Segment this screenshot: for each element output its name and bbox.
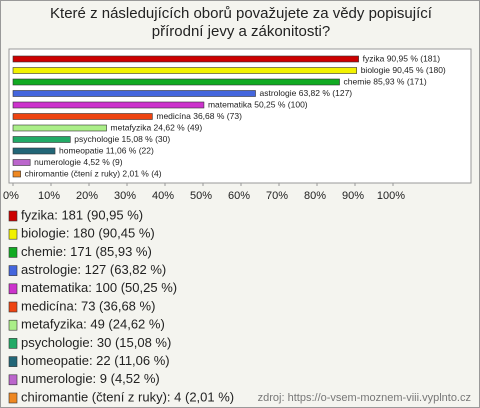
- legend-label: chiromantie (čtení z ruky): 4 (2,01 %): [21, 389, 234, 404]
- bar: [12, 101, 205, 109]
- bar: [12, 113, 153, 120]
- bar: [12, 55, 359, 63]
- bar: [12, 124, 107, 132]
- legend-label: medicína: 73 (36,68 %): [21, 298, 155, 313]
- legend-label: numerologie: 9 (4,52 %): [21, 371, 160, 386]
- bar: [12, 170, 21, 178]
- x-tick-label: 70%: [266, 190, 288, 202]
- value-label: chemie 85,93 % (171): [344, 76, 427, 86]
- legend-label: homeopatie: 22 (11,06 %): [21, 353, 170, 368]
- value-label: medicína 36,68 % (73): [156, 111, 242, 121]
- x-tick-label: 20%: [76, 190, 98, 202]
- legend-swatch: [8, 319, 18, 331]
- value-label: matematika 50,25 % (100): [208, 99, 308, 109]
- x-tick-label: 100%: [377, 190, 405, 202]
- legend-swatch: [8, 301, 18, 313]
- legend-swatch: [8, 338, 18, 349]
- legend-swatch: [8, 392, 18, 404]
- x-tick-label: 60%: [228, 190, 250, 202]
- legend-swatch: [8, 265, 18, 276]
- value-label: metafyzika 24,62 % (49): [111, 122, 203, 132]
- legend-label: biologie: 180 (90,45 %): [21, 226, 155, 241]
- x-tick-label: 30%: [114, 190, 136, 202]
- value-label: biologie 90,45 % (180): [361, 65, 446, 75]
- legend-label: fyzika: 181 (90,95 %): [21, 207, 143, 222]
- value-label: numerologie 4,52 % (9): [34, 157, 123, 167]
- bar: [12, 67, 358, 74]
- x-tick-label: 10%: [38, 190, 60, 202]
- bar: [12, 78, 340, 86]
- legend-swatch: [8, 283, 18, 295]
- legend-swatch: [8, 356, 18, 367]
- x-tick-label: 40%: [152, 190, 174, 202]
- legend-swatch: [8, 228, 18, 240]
- bar: [12, 159, 31, 166]
- bar: [12, 90, 256, 97]
- source: zdroj: https://o-vsem-moznem-viii.vyplnt…: [258, 392, 471, 404]
- legend-swatch: [8, 210, 18, 222]
- legend-swatch: [8, 247, 18, 258]
- value-label: astrologie 63,82 % (127): [260, 88, 353, 98]
- value-label: chiromantie (čtení z ruky) 2,01 % (4): [25, 168, 162, 178]
- value-label: homeopatie 11,06 % (22): [59, 145, 154, 155]
- legend-label: chemie: 171 (85,93 %): [21, 244, 152, 259]
- bar: [12, 136, 71, 143]
- value-label: psychologie 15,08 % (30): [74, 134, 170, 144]
- bar: [12, 147, 56, 155]
- value-label: fyzika 90,95 % (181): [363, 53, 441, 63]
- legend-label: psychologie: 30 (15,08 %): [21, 335, 171, 350]
- x-tick-label: 90%: [342, 190, 364, 202]
- chart-title: Které z následujících oborů považujete z…: [50, 5, 432, 40]
- legend-label: astrologie: 127 (63,82 %): [21, 262, 166, 277]
- legend-label: metafyzika: 49 (24,62 %): [21, 317, 165, 332]
- x-tick-label: 50%: [190, 190, 212, 202]
- legend-label: matematika: 100 (50,25 %): [21, 280, 177, 295]
- x-tick-label: 0%: [3, 190, 19, 202]
- x-tick-label: 80%: [304, 190, 326, 202]
- legend-swatch: [8, 374, 18, 386]
